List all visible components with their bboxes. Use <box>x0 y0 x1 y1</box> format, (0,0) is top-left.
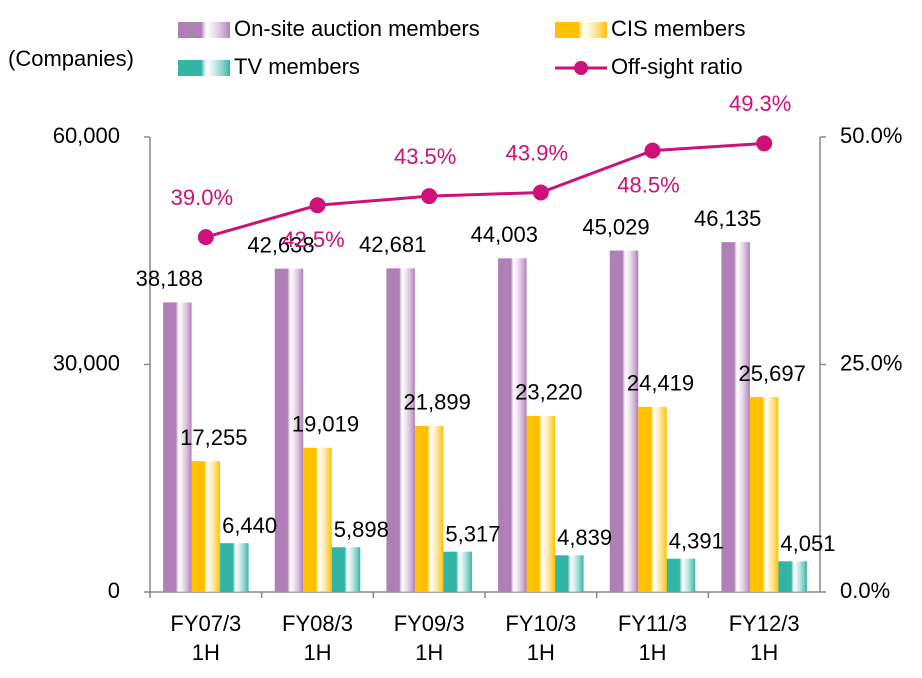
value-label: 49.3% <box>729 91 791 116</box>
value-label: 24,419 <box>627 371 694 396</box>
value-label: 4,391 <box>669 529 724 554</box>
value-label: 45,029 <box>582 214 649 239</box>
value-label: 17,255 <box>180 425 247 450</box>
x-tick-label: 1H <box>415 640 443 665</box>
bar <box>414 425 444 592</box>
marker <box>197 229 214 246</box>
value-label: 5,317 <box>445 521 500 546</box>
legend-label: CIS members <box>611 16 745 41</box>
value-label: 23,220 <box>515 380 582 405</box>
x-tick-label: 1H <box>527 640 555 665</box>
value-label: 4,839 <box>557 525 612 550</box>
y2-tick-label: 0.0% <box>840 578 890 603</box>
marker <box>421 188 438 205</box>
bar <box>303 447 332 592</box>
bar <box>721 242 750 592</box>
bar <box>778 561 807 592</box>
value-label: 6,440 <box>222 513 277 538</box>
y2-tick-label: 50.0% <box>840 123 902 148</box>
bar <box>666 558 696 592</box>
legend-swatch <box>178 22 230 38</box>
bar <box>163 302 192 592</box>
bar <box>331 547 361 592</box>
value-label: 19,019 <box>292 412 359 437</box>
value-label: 42.5% <box>282 227 344 252</box>
bar <box>220 543 249 592</box>
bar <box>498 258 527 592</box>
x-tick-label: FY09/3 <box>394 611 465 636</box>
x-tick-label: FY08/3 <box>282 611 353 636</box>
x-tick-label: 1H <box>750 640 778 665</box>
x-tick-label: 1H <box>192 640 220 665</box>
y-axis-label: (Companies) <box>8 46 134 71</box>
value-label: 44,003 <box>471 222 538 247</box>
x-tick-label: FY07/3 <box>170 611 241 636</box>
legend-marker <box>574 61 588 75</box>
value-label: 48.5% <box>617 172 679 197</box>
y-tick-label: 30,000 <box>53 350 120 375</box>
y2-tick-label: 25.0% <box>840 350 902 375</box>
bar <box>555 555 584 592</box>
bar <box>443 551 472 592</box>
value-label: 42,681 <box>359 232 426 257</box>
value-label: 4,051 <box>780 531 835 556</box>
value-label: 42,638 <box>247 232 314 257</box>
legend-label: Off-sight ratio <box>611 54 743 79</box>
x-tick-label: 1H <box>638 640 666 665</box>
value-label: 43.9% <box>506 140 568 165</box>
bar <box>191 461 221 592</box>
bar <box>638 406 667 592</box>
value-label: 46,135 <box>694 206 761 231</box>
marker <box>532 184 549 201</box>
legend-label: TV members <box>234 54 360 79</box>
marker <box>309 197 326 214</box>
y-tick-label: 60,000 <box>53 123 120 148</box>
x-tick-label: FY10/3 <box>505 611 576 636</box>
bar <box>526 415 556 592</box>
bar <box>386 268 415 592</box>
legend-swatch <box>178 60 230 76</box>
line <box>205 141 765 239</box>
value-label: 39.0% <box>171 185 233 210</box>
bar <box>749 397 779 592</box>
legend-swatch <box>555 22 607 38</box>
x-tick-label: FY12/3 <box>729 611 800 636</box>
x-tick-label: FY11/3 <box>618 611 687 636</box>
marker <box>756 135 773 152</box>
value-label: 5,898 <box>334 517 389 542</box>
value-label: 43.5% <box>394 144 456 169</box>
x-tick-label: 1H <box>303 640 331 665</box>
value-label: 38,188 <box>136 266 203 291</box>
value-label: 21,899 <box>404 390 471 415</box>
marker <box>644 142 661 159</box>
legend-label: On-site auction members <box>234 16 480 41</box>
value-label: 25,697 <box>739 361 806 386</box>
y-tick-label: 0 <box>108 578 120 603</box>
bar <box>609 250 639 592</box>
bar <box>274 268 304 592</box>
